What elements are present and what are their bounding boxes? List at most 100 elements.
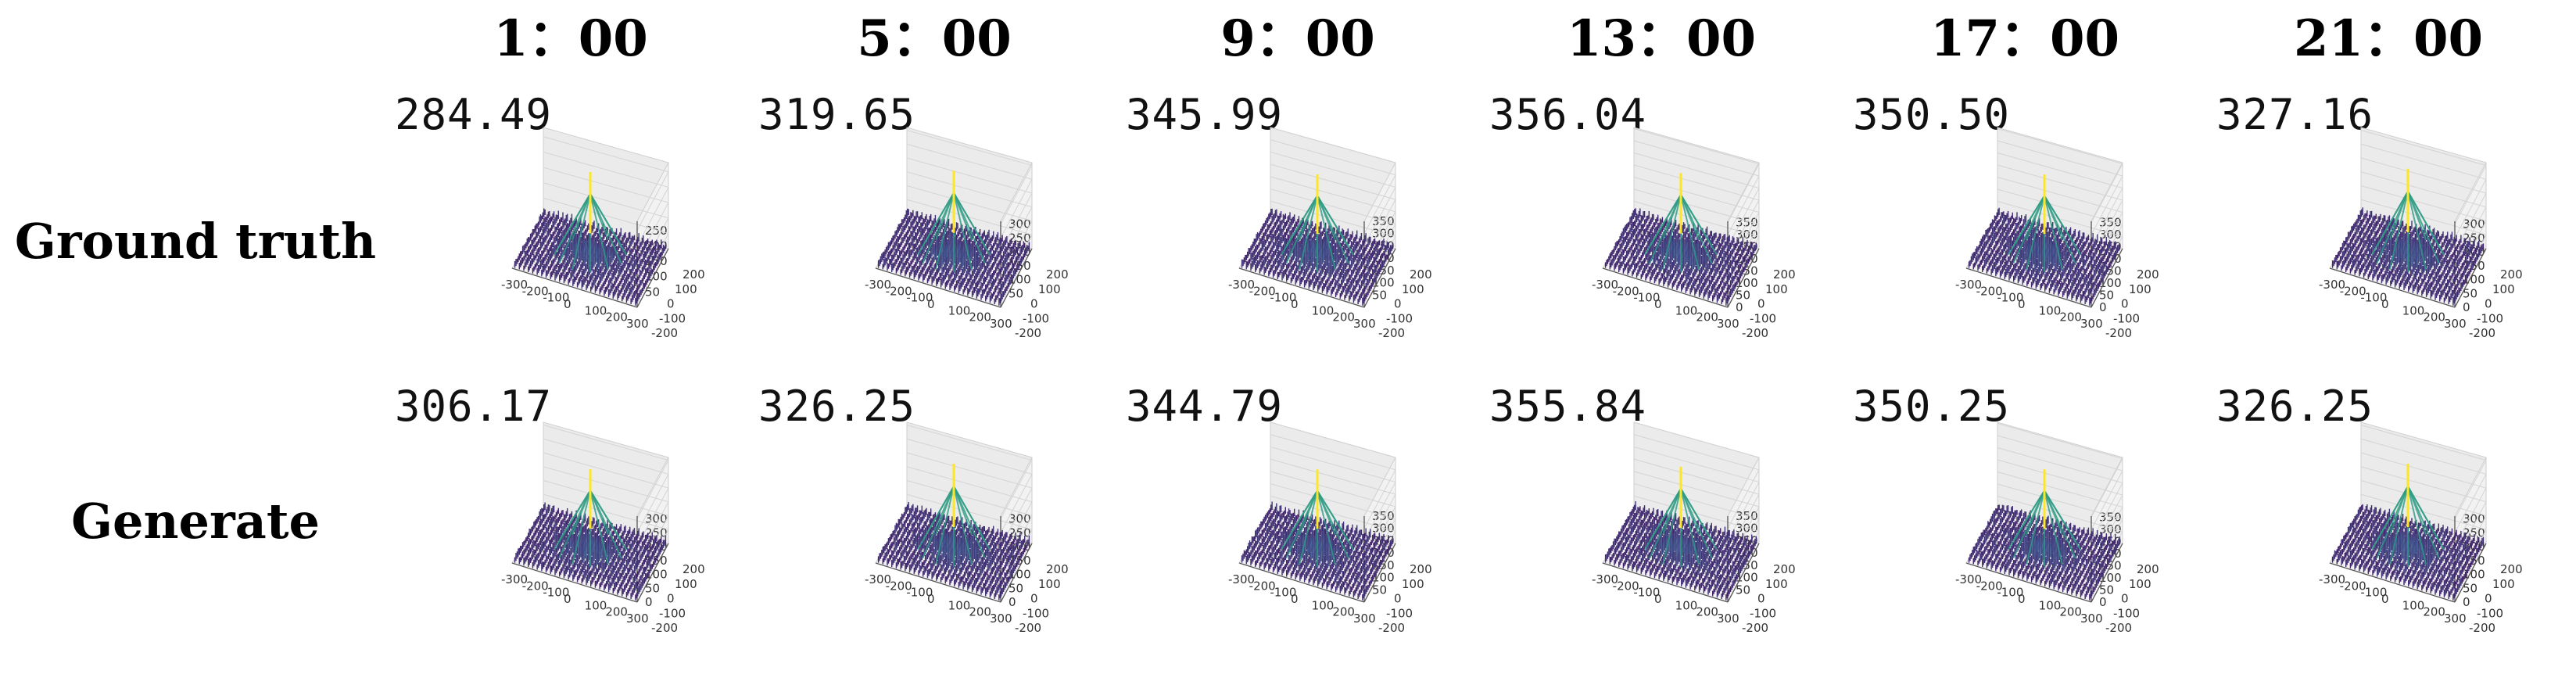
y-tick-label: -100 (1023, 311, 1049, 325)
peak-label: 319.65 (758, 90, 916, 139)
z-gridline (1363, 187, 1396, 246)
y-tick-label: -100 (2113, 311, 2140, 325)
z-gridline (1997, 128, 2123, 165)
surface-plot: 35030025020015010050-300-200-10001002003… (1228, 127, 1432, 340)
y-tick-label: 0 (1030, 297, 1038, 311)
z-gridline (2360, 171, 2487, 208)
x-tick-label: 0 (2018, 297, 2026, 311)
peak-flank (571, 193, 591, 241)
y-tick-label: -200 (1378, 326, 1405, 340)
x-tick-label: 0 (927, 297, 935, 311)
z-gridline (1633, 152, 1760, 189)
y-tick-label: 100 (675, 282, 697, 296)
peak-flank (2044, 195, 2063, 271)
z-gridline (636, 187, 669, 246)
y-tick-label: 200 (1046, 267, 1069, 282)
y-tick-label: 100 (2129, 282, 2151, 296)
x-tick-label: -300 (1955, 278, 1982, 292)
z-tick-label: 250 (645, 224, 668, 238)
z-gridline (2360, 130, 2487, 167)
z-gridline (2091, 163, 2123, 223)
y-tick-label: 100 (1402, 282, 1424, 296)
x-tick-label: -200 (1976, 284, 2003, 298)
z-tick-label: 0 (2463, 300, 2470, 314)
z-tick-label: 0 (2099, 300, 2107, 314)
column-title-17: 17：00 (1929, 9, 2120, 68)
peak-flank (922, 192, 955, 247)
surface-plot: 350300250200150100500-300-200-1000100200… (1592, 127, 1796, 340)
x-tick-label: -300 (865, 278, 891, 292)
z-gridline (1270, 127, 1396, 163)
x-tick-label: -100 (543, 291, 569, 305)
z-gridline (543, 136, 669, 173)
z-gridline (906, 143, 1033, 180)
z-gridline (543, 197, 669, 234)
peak-flank (1285, 195, 1318, 247)
peak-label: 306.17 (395, 382, 553, 431)
z-gridline (1363, 174, 1396, 234)
y-tick-label: 200 (2137, 267, 2159, 282)
column-title-5: 5：00 (857, 9, 1012, 68)
peak-label: 284.49 (395, 90, 553, 139)
z-gridline (2091, 188, 2123, 247)
x-tick-label: -300 (2319, 278, 2345, 292)
column-title-9: 9：00 (1220, 9, 1375, 68)
z-tick-label: 50 (645, 285, 660, 299)
x-tick-label: 200 (2059, 310, 2082, 325)
x-tick-label: 200 (2423, 310, 2445, 325)
x-axis-line (875, 267, 1001, 308)
peak-flank (953, 192, 986, 247)
z-gridline (1633, 201, 1760, 237)
surface-plot: 300250200150100500-300-200-1000100200300… (2319, 127, 2523, 340)
peak-flank (2044, 195, 2076, 247)
peak-flank (953, 192, 973, 271)
y-axis-line (2454, 248, 2487, 308)
y-axis-line (2091, 248, 2123, 308)
x-tick-label: -200 (522, 284, 549, 298)
z-gridline (1363, 199, 1396, 259)
y-tick-label: -200 (2105, 326, 2132, 340)
y-axis-line (1363, 248, 1396, 308)
z-gridline (1270, 139, 1396, 176)
x-axis-line (511, 267, 638, 308)
peak-label: 350.25 (1853, 382, 2011, 431)
peak-flank (2026, 195, 2045, 241)
x-tick-label: 0 (1654, 297, 1662, 311)
y-tick-label: 0 (2485, 297, 2492, 311)
peak-flank (1317, 195, 1336, 271)
z-gridline (906, 171, 1033, 208)
z-gridline (2360, 199, 2487, 235)
peak-label: 356.04 (1489, 90, 1647, 139)
x-axis-line (1238, 267, 1365, 308)
z-gridline (1633, 164, 1760, 201)
x-tick-label: -100 (1633, 291, 1660, 305)
peak-flank (1299, 195, 1318, 241)
peak-flank (1299, 195, 1318, 271)
z-gridline (906, 199, 1033, 235)
x-axis-line (1602, 267, 1729, 308)
peak-flank (953, 192, 973, 241)
peak-label: 326.25 (2216, 382, 2374, 431)
y-tick-label: 200 (1773, 267, 1796, 282)
z-gridline (1997, 201, 2123, 237)
peak-flank (1680, 194, 1700, 241)
peak-label: 355.84 (1489, 382, 1647, 431)
y-tick-label: -200 (1742, 326, 1768, 340)
x-tick-label: 100 (2402, 303, 2425, 317)
z-gridline (1727, 163, 1760, 223)
x-tick-label: -100 (2360, 291, 2387, 305)
z-tick-label: 300 (1009, 217, 1031, 231)
peak-flank (1662, 194, 1682, 241)
x-tick-label: 300 (1353, 317, 1376, 331)
y-tick-label: -100 (1386, 311, 1413, 325)
z-gridline (906, 130, 1033, 167)
y-axis-line (1000, 248, 1033, 308)
x-tick-label: 200 (1332, 310, 1355, 325)
z-tick-label: 50 (1736, 289, 1750, 303)
peak-label: 327.16 (2216, 90, 2374, 139)
z-tick-label: 100 (2463, 273, 2485, 287)
peak-label: 344.79 (1126, 382, 1284, 431)
z-gridline (1997, 188, 2123, 225)
x-tick-label: -300 (1592, 278, 1618, 292)
